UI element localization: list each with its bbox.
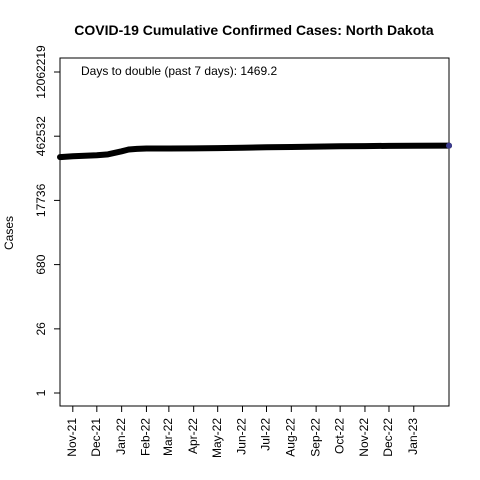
- x-tick-label: Oct-22: [332, 418, 346, 454]
- chart-title: COVID-19 Cumulative Confirmed Cases: Nor…: [74, 22, 434, 38]
- x-tick-label: Sep-22: [308, 418, 322, 457]
- x-tick-label: Dec-22: [381, 418, 395, 457]
- x-tick-label: Feb-22: [139, 418, 153, 456]
- series-layer: [57, 142, 452, 161]
- x-tick-label: May-22: [210, 418, 224, 458]
- x-tick-label: Nov-21: [65, 418, 79, 457]
- doubling-annotation: Days to double (past 7 days): 1469.2: [81, 64, 277, 78]
- x-tick-label: Jul-22: [259, 418, 273, 451]
- y-tick-label: 680: [34, 254, 48, 274]
- series-end-point: [446, 142, 452, 149]
- x-tick-label: Apr-22: [186, 418, 200, 454]
- x-tick-label: Jun-22: [235, 418, 249, 455]
- y-tick-label: 462532: [34, 116, 48, 156]
- x-tick-label: Dec-21: [89, 418, 103, 457]
- y-tick-label: 17736: [34, 183, 48, 217]
- y-axis-label: Cases: [2, 216, 16, 250]
- plot-frame: [59, 57, 450, 407]
- series-line: [57, 142, 452, 161]
- y-tick-label: 12062219: [34, 45, 48, 99]
- y-tick-label: 26: [34, 322, 48, 336]
- x-tick-label: Jan-23: [406, 418, 420, 455]
- x-tick-label: Jan-22: [114, 418, 128, 455]
- x-tick-label: Mar-22: [161, 418, 175, 456]
- x-tick-label: Aug-22: [283, 418, 297, 457]
- y-axis: 1 26 680 17736 462532 12062219: [34, 45, 60, 396]
- x-tick-label: Nov-22: [357, 418, 371, 457]
- y-tick-label: 1: [34, 389, 48, 396]
- x-axis: Nov-21 Dec-21 Jan-22 Feb-22 Mar-22 Apr-22 May-…: [65, 406, 420, 458]
